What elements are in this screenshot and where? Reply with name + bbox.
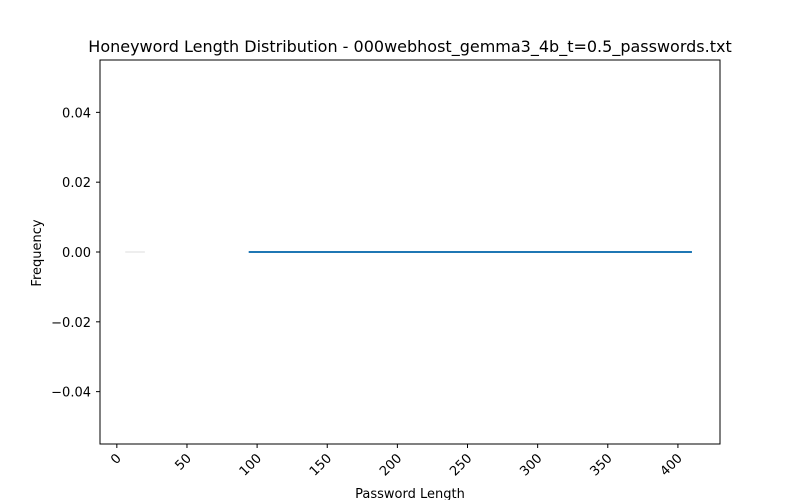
y-axis: 0.04 0.02 0.00 −0.02 −0.04 xyxy=(51,106,100,401)
x-tick-label: 300 xyxy=(517,451,545,479)
x-axis: 0 50 100 150 200 250 300 350 400 xyxy=(108,444,686,479)
y-tick-label: 0.04 xyxy=(62,106,91,121)
x-tick-label: 200 xyxy=(377,451,405,479)
y-axis-title: Frequency xyxy=(30,219,45,286)
y-tick-label: −0.04 xyxy=(51,386,91,401)
y-tick-label: 0.02 xyxy=(62,176,91,191)
x-tick-label: 50 xyxy=(172,451,194,473)
x-tick-label: 350 xyxy=(587,451,615,479)
chart-title: Honeyword Length Distribution - 000webho… xyxy=(88,37,731,57)
x-axis-title: Password Length xyxy=(355,487,465,500)
x-tick-label: 100 xyxy=(237,451,265,479)
x-tick-label: 250 xyxy=(447,451,475,479)
y-tick-label: 0.00 xyxy=(62,246,91,261)
y-tick-label: −0.02 xyxy=(51,316,91,331)
x-tick-label: 0 xyxy=(108,451,124,467)
x-tick-label: 150 xyxy=(307,451,335,479)
x-tick-label: 400 xyxy=(658,451,686,479)
